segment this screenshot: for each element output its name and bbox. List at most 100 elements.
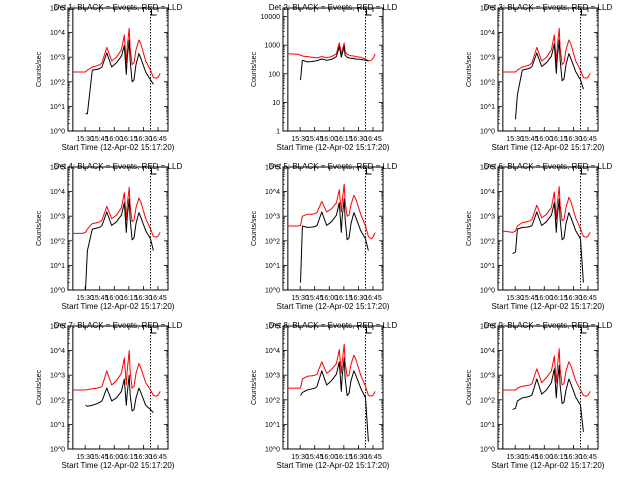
y-tick-label: 10^1 [50, 263, 65, 270]
plot-frame [497, 166, 599, 291]
y-axis-label: Counts/sec [251, 51, 258, 87]
y-axis-label: Counts/sec [251, 369, 258, 405]
x-tick-label: 16:00 [536, 295, 554, 302]
x-tick-label: 16:45 [579, 295, 597, 302]
y-tick-label: 1 [276, 129, 280, 136]
x-axis-label: Start Time (12-Apr-02 15:17:20) [277, 302, 390, 311]
y-tick-label: 10^5 [480, 165, 495, 172]
y-tick-label: 10^5 [50, 324, 65, 331]
events-series-line [85, 39, 154, 115]
end-marker-flag [581, 168, 587, 175]
y-tick-label: 10^5 [50, 165, 65, 172]
y-tick-label: 10^4 [265, 189, 280, 196]
y-tick-label: 10^2 [480, 397, 495, 404]
y-tick-label: 10^0 [480, 288, 495, 295]
y-axis-label: Counts/sec [466, 369, 473, 405]
x-tick-label: 16:30 [565, 136, 583, 143]
y-tick-label: 10^1 [480, 422, 495, 429]
x-tick-label: 15:30 [291, 454, 309, 461]
x-tick-label: 16:00 [321, 136, 339, 143]
panel-title: Det 7: BLACK = Events, RED = LLD [54, 321, 183, 330]
x-tick-label: 15:30 [291, 295, 309, 302]
x-tick-label: 16:45 [579, 136, 597, 143]
x-tick-label: 16:15 [120, 454, 138, 461]
x-axis-label: Start Time (12-Apr-02 15:17:20) [277, 143, 390, 152]
x-axis-label: Start Time (12-Apr-02 15:17:20) [492, 461, 605, 470]
end-marker-flag [366, 9, 372, 16]
events-series-line [85, 374, 154, 414]
x-tick-label: 15:30 [76, 295, 94, 302]
x-tick-label: 16:30 [135, 136, 153, 143]
y-tick-label: 10^2 [265, 397, 280, 404]
x-tick-label: 16:45 [149, 295, 167, 302]
plot-frame [282, 325, 384, 450]
end-marker-flag [366, 168, 372, 175]
x-axis-label: Start Time (12-Apr-02 15:17:20) [62, 302, 175, 311]
y-tick-label: 10^0 [480, 447, 495, 454]
y-tick-label: 10^1 [265, 263, 280, 270]
x-axis-label: Start Time (12-Apr-02 15:17:20) [277, 461, 390, 470]
panel-title: Det 2: BLACK = Events, RED = LLD [269, 3, 398, 12]
lld-series-line [72, 27, 161, 79]
lld-series-line [287, 183, 376, 240]
y-tick-label: 1000 [264, 43, 280, 50]
plot-frame [67, 325, 169, 450]
x-tick-label: 16:00 [536, 136, 554, 143]
x-tick-label: 15:45 [306, 295, 324, 302]
lld-series-line [72, 186, 161, 238]
y-tick-label: 10^0 [50, 129, 65, 136]
y-axis-label: Counts/sec [36, 210, 43, 246]
y-tick-label: 10^5 [480, 6, 495, 13]
y-tick-label: 10^1 [480, 104, 495, 111]
lld-series-line [72, 350, 161, 397]
y-tick-label: 10^3 [480, 214, 495, 221]
x-tick-label: 16:00 [106, 454, 124, 461]
plot-frame [497, 7, 599, 132]
x-axis-label: Start Time (12-Apr-02 15:17:20) [492, 143, 605, 152]
y-tick-label: 100 [268, 71, 280, 78]
end-marker-flag [151, 9, 157, 16]
y-tick-label: 10^3 [50, 214, 65, 221]
y-tick-label: 10^0 [265, 288, 280, 295]
y-tick-label: 10000 [261, 14, 281, 21]
x-tick-label: 16:15 [335, 454, 353, 461]
detector-panel-4: 10^010^110^210^310^410^515:3015:4516:001… [36, 162, 182, 311]
y-tick-label: 10^3 [50, 373, 65, 380]
panel-title: Det 8: BLACK = Events, RED = LLD [269, 321, 398, 330]
panel-title: Det 4: BLACK = Events, RED = LLD [54, 162, 183, 171]
x-tick-label: 16:45 [364, 295, 382, 302]
y-tick-label: 10^3 [50, 55, 65, 62]
x-tick-label: 15:30 [76, 454, 94, 461]
detector-panel-5: 10^010^110^210^310^410^515:3015:4516:001… [251, 162, 397, 311]
x-tick-label: 16:00 [321, 295, 339, 302]
y-tick-label: 10^3 [265, 373, 280, 380]
y-tick-label: 10^4 [480, 30, 495, 37]
end-marker-flag [151, 327, 157, 334]
y-axis-label: Counts/sec [466, 51, 473, 87]
detector-panel-3: 10^010^110^210^310^410^515:3015:4516:001… [466, 3, 612, 152]
y-tick-label: 10^1 [480, 263, 495, 270]
y-tick-label: 10^1 [50, 422, 65, 429]
y-tick-label: 10^2 [265, 238, 280, 245]
plot-frame [282, 166, 384, 291]
y-tick-label: 10^3 [265, 214, 280, 221]
y-tick-label: 10 [272, 100, 280, 107]
y-tick-label: 10^1 [50, 104, 65, 111]
y-tick-label: 10^1 [265, 422, 280, 429]
x-tick-label: 15:45 [91, 136, 109, 143]
y-tick-label: 10^0 [480, 129, 495, 136]
panel-title: Det 1: BLACK = Events, RED = LLD [54, 3, 183, 12]
x-tick-label: 16:00 [321, 454, 339, 461]
x-tick-label: 16:15 [335, 295, 353, 302]
lld-series-line [502, 348, 591, 397]
events-series-line [515, 39, 584, 120]
x-tick-label: 16:15 [120, 295, 138, 302]
y-tick-label: 10^2 [480, 238, 495, 245]
end-marker-flag [151, 168, 157, 175]
x-tick-label: 16:00 [536, 454, 554, 461]
x-tick-label: 16:30 [350, 454, 368, 461]
plot-frame [67, 7, 169, 132]
events-series-line [300, 46, 369, 81]
y-tick-label: 10^0 [50, 288, 65, 295]
